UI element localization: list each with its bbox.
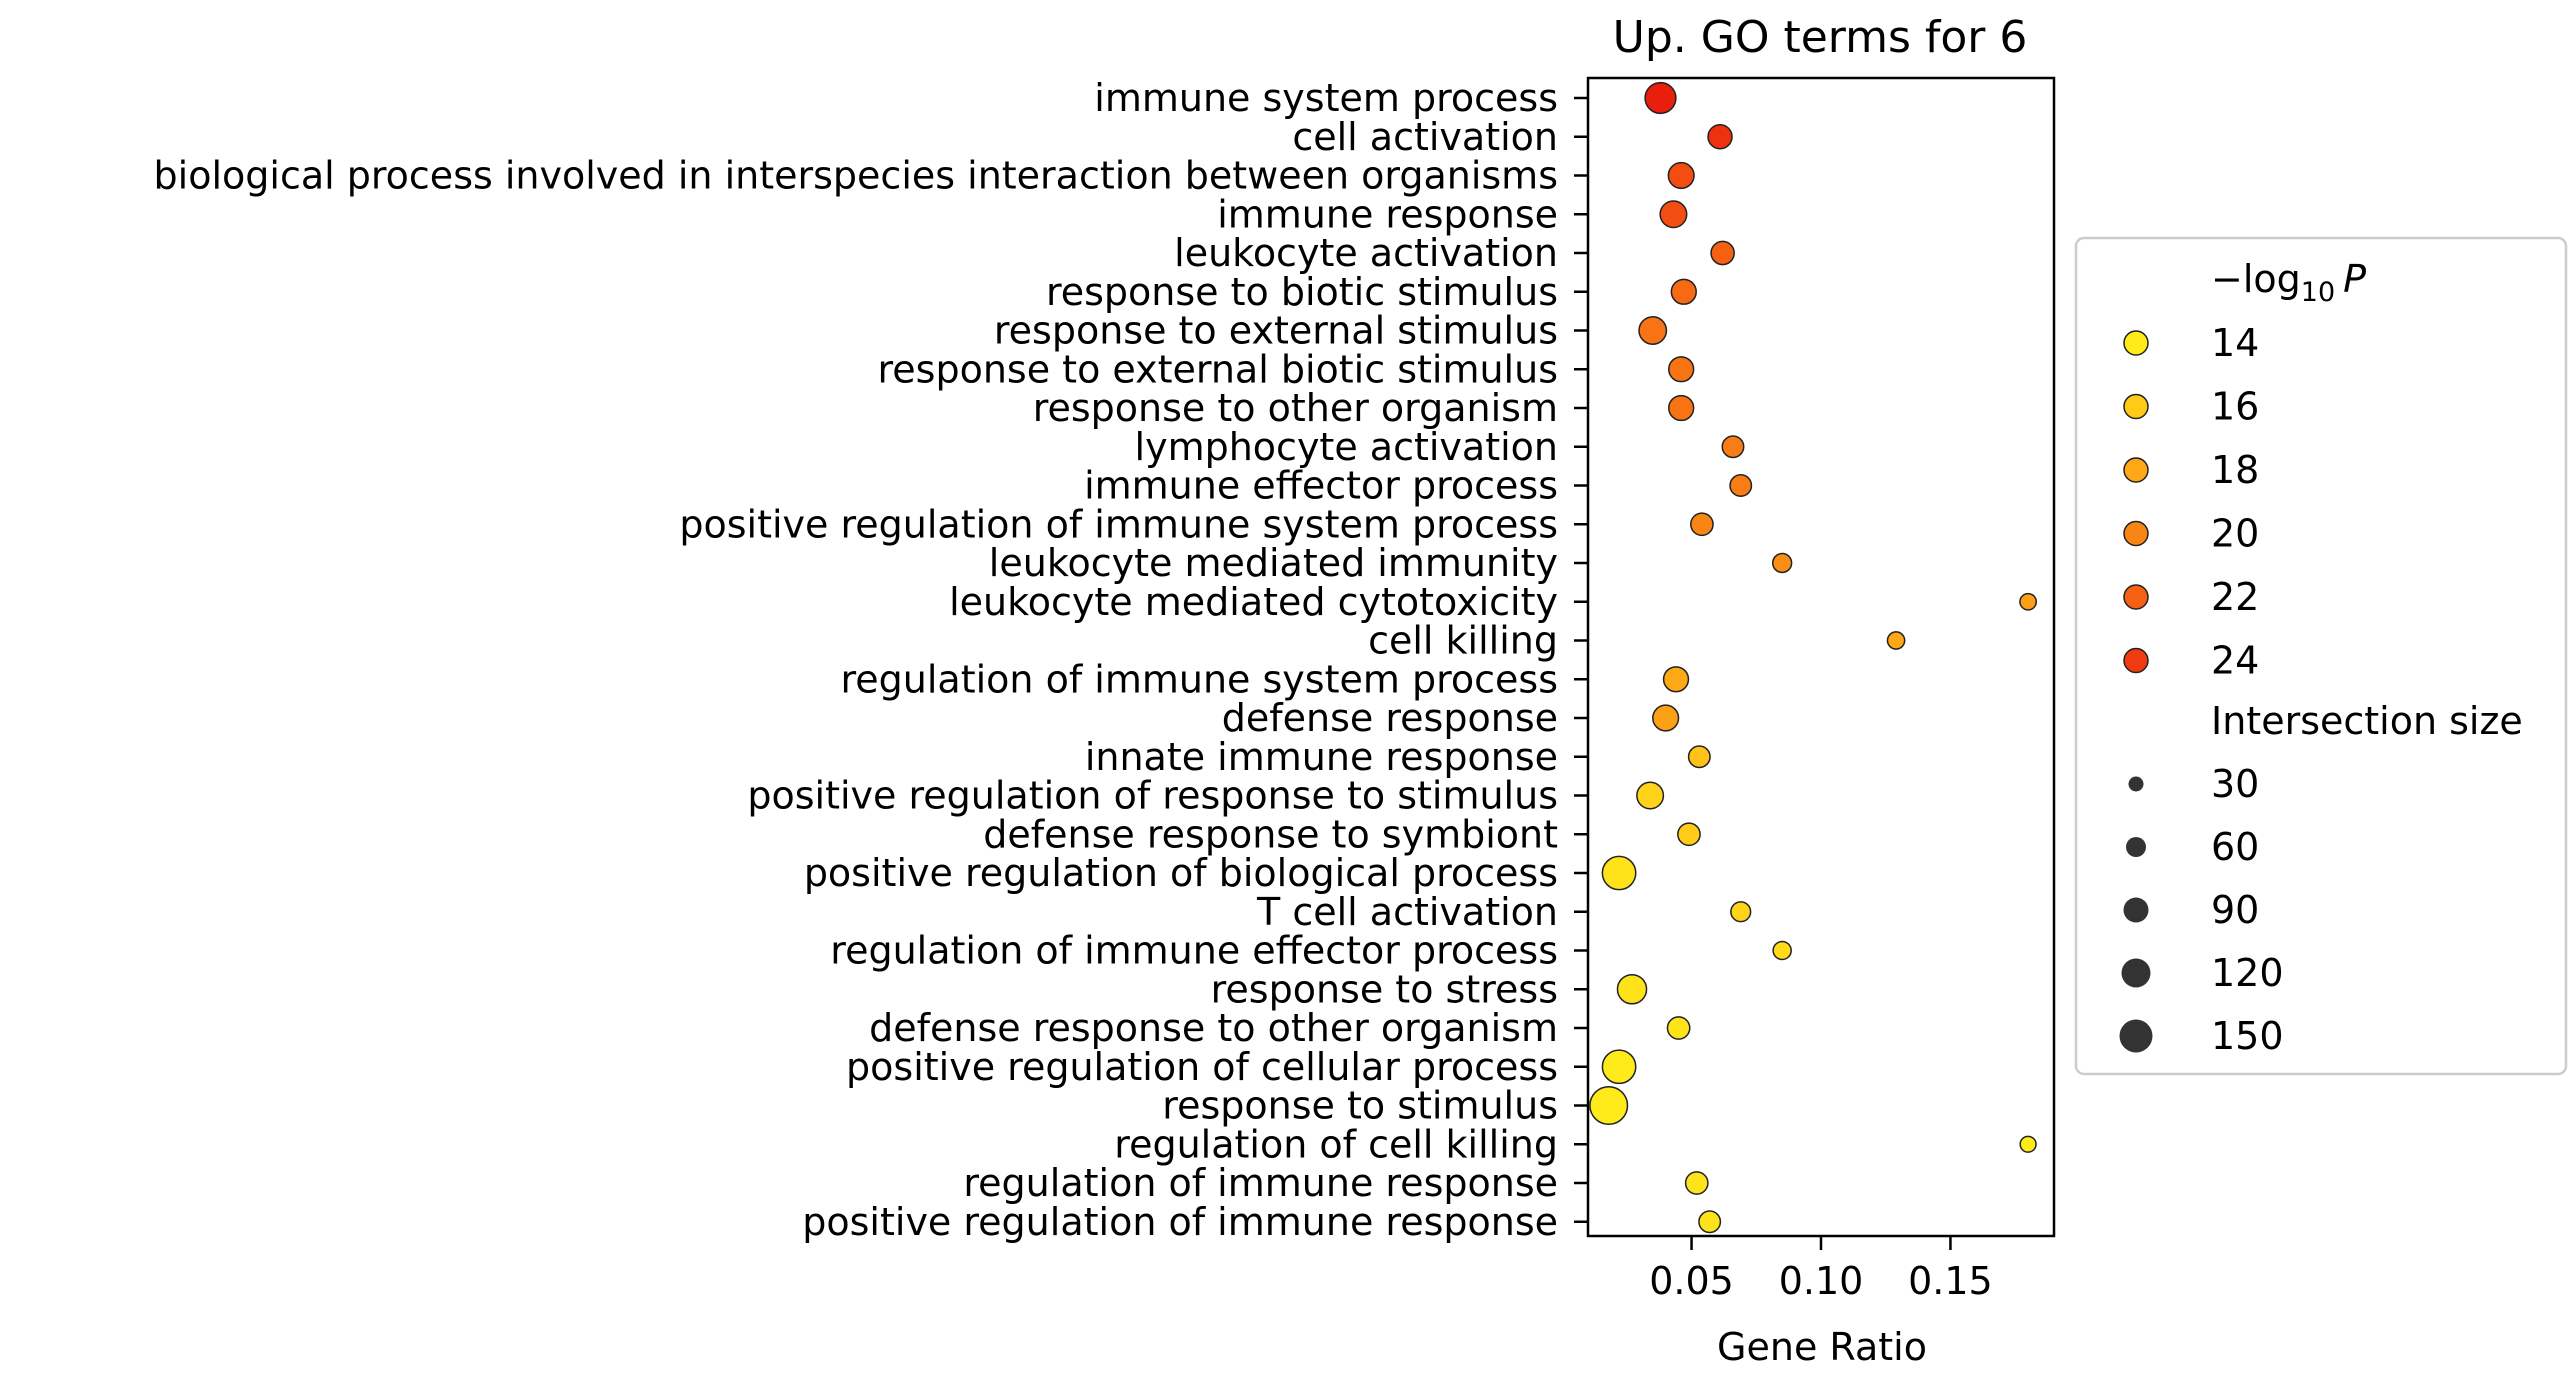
data-point — [2019, 1135, 2037, 1153]
x-tick-label: 0.10 — [1779, 1259, 1864, 1303]
size-legend-label: 60 — [2211, 825, 2259, 869]
data-point — [1667, 161, 1695, 190]
data-point — [2019, 592, 2038, 611]
color-legend-marker — [2123, 457, 2149, 483]
size-legend-marker — [2121, 958, 2151, 988]
data-point — [1690, 512, 1714, 537]
y-tick-label: response to external stimulus — [994, 309, 1558, 353]
y-tick-label: biological process involved in interspec… — [154, 154, 1558, 198]
legend: −log10 P 14 16 18 20 22 24 Intersection size 30 60… — [2074, 236, 2568, 1076]
y-tick-label: leukocyte activation — [1174, 231, 1558, 275]
y-tick-label: regulation of immune effector process — [830, 929, 1558, 973]
y-tick-label: response to stress — [1211, 967, 1558, 1011]
size-legend-marker — [2119, 1019, 2153, 1053]
y-tick-label: leukocyte mediated immunity — [989, 541, 1558, 585]
size-legend-marker — [2128, 776, 2144, 792]
color-legend-label: 18 — [2211, 448, 2259, 492]
y-tick-label: response to other organism — [1033, 386, 1558, 430]
data-point — [1698, 1210, 1722, 1234]
y-tick-label: innate immune response — [1085, 735, 1558, 779]
color-legend-label: 16 — [2211, 385, 2259, 429]
data-point — [1659, 200, 1688, 229]
color-legend-marker — [2123, 330, 2149, 356]
y-tick-label: positive regulation of biological proces… — [804, 851, 1558, 895]
data-point — [1668, 394, 1695, 422]
y-tick-label: cell activation — [1292, 115, 1558, 159]
y-tick-label: response to external biotic stimulus — [878, 347, 1559, 391]
data-point — [1662, 666, 1690, 693]
data-point — [1666, 1016, 1691, 1040]
legend-box — [2074, 236, 2568, 1076]
data-point — [1772, 940, 1792, 961]
data-point — [1601, 855, 1637, 891]
size-legend-marker — [2123, 897, 2149, 923]
size-legend-title: Intersection size — [2211, 699, 2523, 743]
y-tick-label: cell killing — [1368, 619, 1558, 663]
data-point — [1668, 356, 1695, 383]
y-tick-label: immune response — [1217, 192, 1558, 236]
y-tick-label: positive regulation of response to stimu… — [747, 774, 1558, 818]
plot-area — [1586, 76, 2056, 1238]
size-legend-label: 30 — [2211, 762, 2259, 806]
data-point — [1729, 474, 1753, 497]
color-legend-marker — [2123, 393, 2149, 420]
plot-frame — [1586, 76, 2056, 1238]
y-tick-label: defense response to other organism — [869, 1006, 1558, 1050]
data-point — [1677, 822, 1701, 847]
x-axis: 0.05 0.10 0.15 — [1649, 1236, 1993, 1303]
color-legend-marker — [2123, 584, 2149, 610]
y-tick-label: leukocyte mediated cytotoxicity — [949, 580, 1558, 624]
y-tick-label: defense response — [1222, 696, 1558, 740]
data-point — [1710, 240, 1735, 266]
y-tick-label: immune effector process — [1084, 464, 1558, 508]
y-tick-label: regulation of immune system process — [841, 657, 1559, 701]
y-tick-label: regulation of immune response — [963, 1161, 1558, 1205]
data-point — [1707, 124, 1733, 150]
y-tick-label: positive regulation of immune system pro… — [679, 502, 1558, 546]
data-point — [1684, 1171, 1709, 1195]
y-tick-label: regulation of cell killing — [1114, 1122, 1558, 1166]
data-point — [1771, 552, 1793, 574]
data-point — [1636, 781, 1665, 810]
data-point — [1616, 973, 1648, 1005]
x-axis-label: Gene Ratio — [1717, 1325, 1927, 1369]
color-legend-label: 20 — [2211, 512, 2259, 556]
color-legend-marker — [2123, 520, 2149, 547]
color-legend-label: 14 — [2211, 321, 2259, 365]
color-legend-label: 22 — [2211, 575, 2259, 619]
y-tick-label: response to biotic stimulus — [1046, 270, 1558, 314]
data-point — [1601, 1049, 1637, 1085]
data-point — [1644, 81, 1677, 115]
chart-title: Up. GO terms for 6 — [1613, 12, 2028, 63]
data-point — [1687, 745, 1711, 769]
color-legend-title: −log10 P — [2211, 257, 2366, 308]
color-legend-label: 24 — [2211, 639, 2259, 683]
size-legend-marker — [2126, 837, 2146, 857]
y-tick-label: immune system process — [1094, 76, 1558, 120]
data-point — [1721, 435, 1745, 459]
size-legend-label: 120 — [2211, 951, 2284, 995]
data-point — [1886, 631, 1906, 650]
x-tick-label: 0.05 — [1649, 1259, 1734, 1303]
size-legend-label: 90 — [2211, 888, 2259, 932]
color-legend-marker — [2123, 647, 2149, 674]
y-tick-label: positive regulation of cellular process — [846, 1045, 1558, 1089]
data-point — [1652, 704, 1680, 732]
y-tick-label: response to stimulus — [1162, 1084, 1558, 1128]
data-point — [1589, 1085, 1629, 1126]
y-tick-label: defense response to symbiont — [983, 812, 1558, 856]
x-tick-label: 0.15 — [1908, 1259, 1993, 1303]
y-tick-label: T cell activation — [1256, 890, 1558, 934]
data-point — [1730, 901, 1752, 923]
size-legend-label: 150 — [2211, 1014, 2284, 1058]
data-point — [1638, 316, 1668, 345]
y-tick-label: positive regulation of immune response — [802, 1200, 1558, 1244]
data-point — [1670, 278, 1697, 305]
y-tick-label: lymphocyte activation — [1135, 425, 1558, 469]
